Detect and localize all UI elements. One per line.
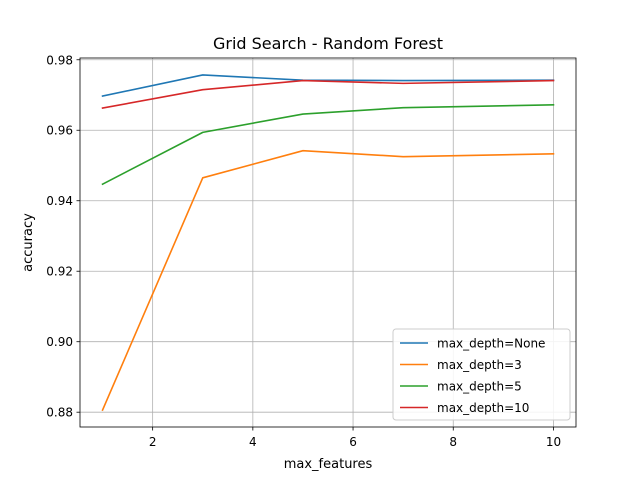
y-tick-label: 0.88 (46, 406, 73, 420)
x-tick-label: 10 (546, 435, 561, 449)
y-tick-label: 0.90 (46, 335, 73, 349)
legend-entry-label: max_depth=None (437, 337, 545, 351)
series-line-max-depth-10 (101, 79, 555, 109)
x-tick-label: 2 (149, 435, 157, 449)
plot-frame (79, 57, 577, 428)
series-lines (101, 74, 555, 412)
x-tick-label: 4 (249, 435, 257, 449)
legend-entry-label: max_depth=5 (437, 380, 522, 394)
x-axis-ticks: 2 4 6 8 10 (149, 427, 561, 449)
x-tick-label: 6 (349, 435, 357, 449)
series-line-max-depth-none (101, 74, 555, 98)
legend-entry-label: max_depth=3 (437, 358, 522, 372)
y-axis-ticks: 0.88 0.90 0.92 0.94 0.96 0.98 (46, 53, 80, 420)
y-axis-label: accuracy (21, 213, 36, 272)
legend-entry-label: max_depth=10 (437, 401, 529, 415)
x-axis-label: max_features (284, 457, 373, 472)
legend: max_depth=None max_depth=3 max_depth=5 max_… (392, 328, 571, 421)
grid-lines (80, 58, 576, 427)
y-tick-label: 0.96 (46, 124, 73, 138)
y-tick-label: 0.92 (46, 265, 73, 279)
x-tick-label: 8 (449, 435, 457, 449)
series-line-max-depth-3 (101, 149, 555, 412)
y-tick-label: 0.94 (46, 194, 73, 208)
series-line-max-depth-5 (101, 104, 555, 186)
legend-box (392, 328, 571, 421)
y-tick-label: 0.98 (46, 53, 73, 67)
chart-title: Grid Search - Random Forest (213, 34, 443, 53)
